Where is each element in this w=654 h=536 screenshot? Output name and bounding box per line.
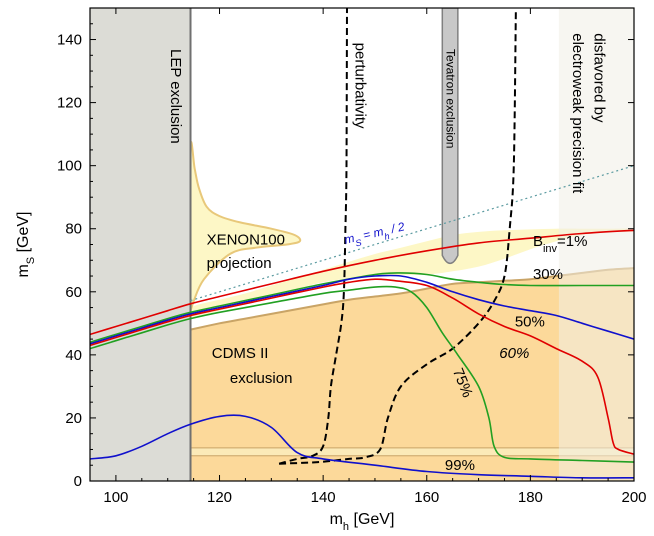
ewpt-label-line1: disfavored by (591, 33, 608, 123)
tevatron-region (441, 8, 459, 265)
y-tick-label: 80 (65, 221, 82, 238)
x-axis-label-sub: h (343, 521, 349, 533)
cdms-label-line1: CDMS II (212, 345, 269, 362)
inv1-label-value: =1% (557, 233, 587, 250)
ewpt-region (558, 8, 634, 481)
ms-half-label-mid: = m (359, 224, 385, 243)
lep-exclusion-label: LEP exclusion (167, 49, 184, 144)
x-tick-label: 100 (103, 489, 128, 506)
series-inv99 (90, 414, 634, 479)
y-tick-label: 60 (65, 284, 82, 301)
cdms-label-line2: exclusion (230, 370, 293, 387)
xenon-label-line1: XENON100 (207, 232, 285, 249)
x-tick-label: 140 (311, 489, 336, 506)
ms-half-label: mS = mh / 2 (343, 219, 407, 250)
y-tick-label: 100 (57, 158, 82, 175)
x-tick-label: 200 (621, 489, 646, 506)
x-tick-label: 180 (518, 489, 543, 506)
ms-half-label-base: m (343, 231, 356, 247)
ms-half-label-sub1: S (354, 237, 362, 248)
p60-label: 60% (499, 345, 529, 362)
plot-area (90, 8, 634, 481)
inv1-label-prefix: B (533, 233, 543, 250)
series-inv1 (90, 229, 634, 336)
y-tick-label: 140 (57, 32, 82, 49)
x-tick-label: 160 (414, 489, 439, 506)
cdms-region (190, 268, 634, 481)
lep-region (90, 8, 191, 481)
y-tick-label: 0 (74, 473, 82, 490)
y-axis-label-base: m (15, 264, 32, 277)
cdms-edge (190, 267, 634, 331)
series-inv50 (90, 274, 634, 345)
xenon-label-line2: projection (207, 255, 272, 272)
x-tick-label: 120 (207, 489, 232, 506)
tevatron-exclusion-label: Tevatron exclusion (443, 49, 457, 148)
inv1-label: Binv=1% (533, 233, 588, 255)
y-tick-label: 40 (65, 347, 82, 364)
perturbativity-right (279, 8, 517, 465)
inv1-label-sub: inv (543, 243, 558, 255)
xenon-lobe (189, 141, 302, 312)
perturbativity-label: perturbativity (351, 43, 368, 129)
x-axis-label-unit: [GeV] (349, 511, 394, 528)
y-tick-label: 20 (65, 410, 82, 427)
ms-half-line (190, 165, 634, 302)
perturbativity-left (278, 8, 348, 465)
y-axis-label-unit: [GeV] (15, 211, 32, 256)
x-axis-label: mh [GeV] (330, 511, 395, 533)
ms-half-label-sub2: h (383, 231, 390, 242)
y-tick-label: 120 (57, 95, 82, 112)
series-inv60 (90, 278, 634, 455)
ewpt-label-line2: electroweak precision fit (569, 33, 586, 194)
p30-label: 30% (533, 266, 563, 283)
p99-label: 99% (445, 457, 475, 474)
x-axis-label-base: m (330, 511, 343, 528)
y-axis-label: mS [GeV] (15, 211, 37, 277)
series-inv75 (90, 285, 634, 463)
p50-label: 50% (515, 313, 545, 330)
y-axis-label-sub: S (25, 257, 37, 264)
series-inv30 (90, 272, 634, 344)
ms-half-label-end: / 2 (387, 219, 407, 236)
